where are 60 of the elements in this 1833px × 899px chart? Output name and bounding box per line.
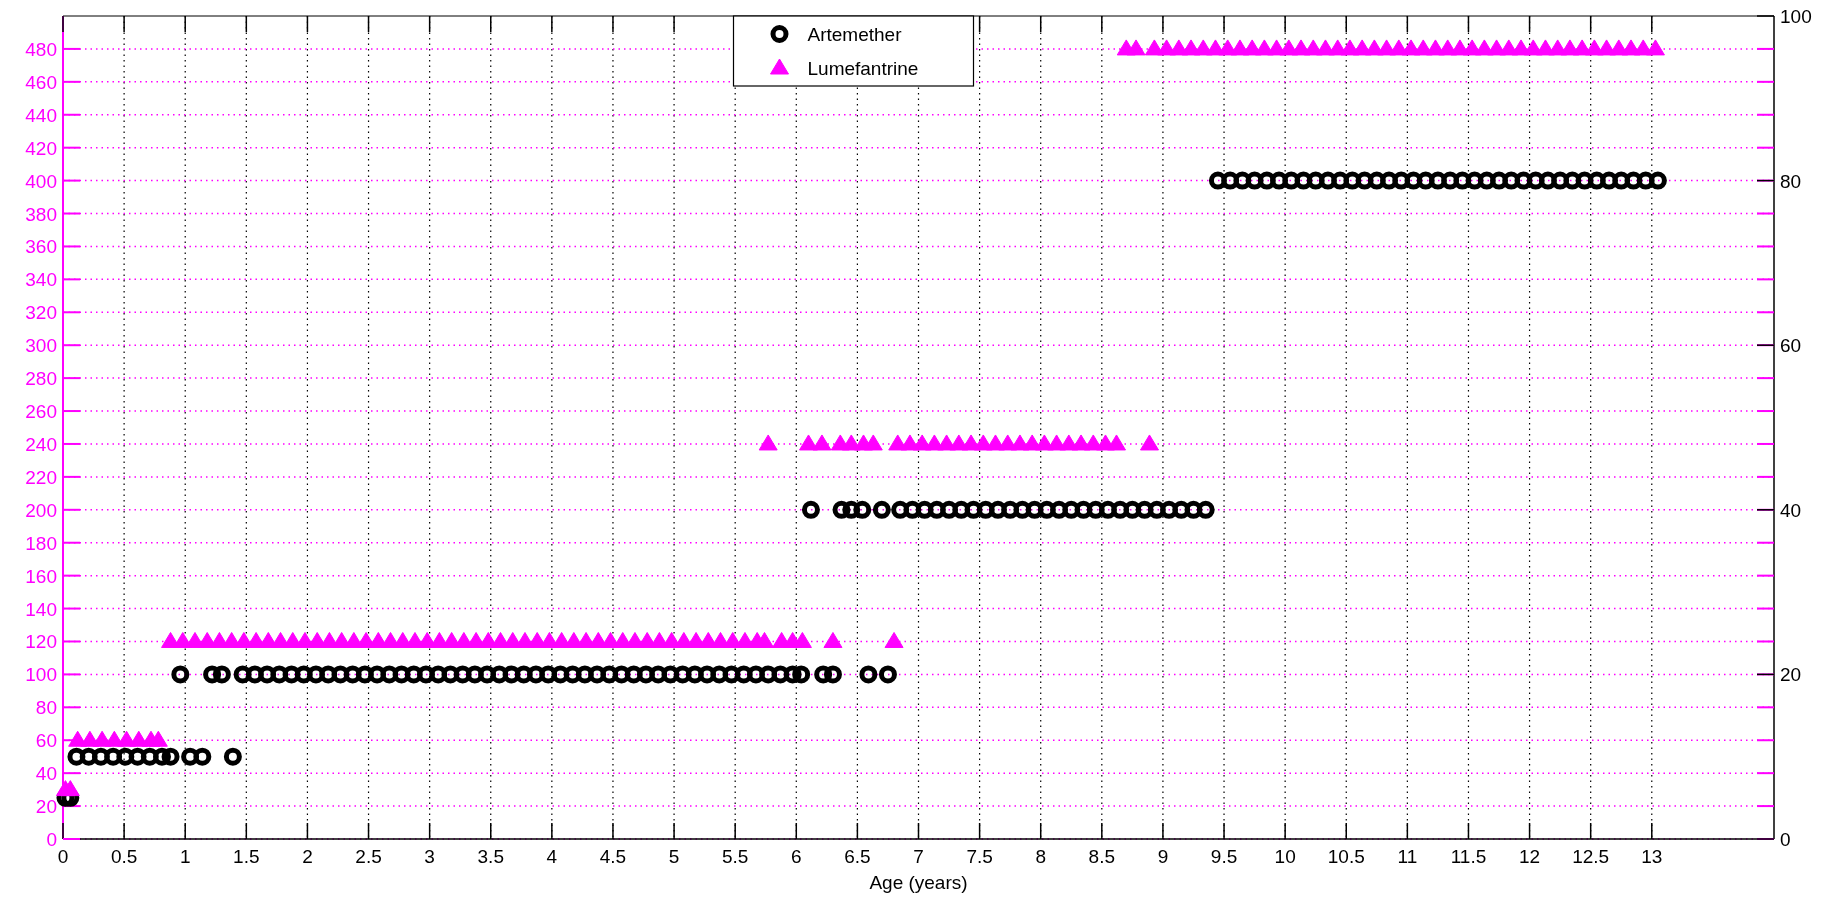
x-tick-label: 11: [1397, 846, 1418, 867]
x-tick-label: 9.5: [1210, 846, 1238, 867]
legend-label: Lumefantrine: [807, 58, 919, 79]
x-tick-label: 10: [1274, 846, 1296, 867]
x-tick-label: 5: [668, 846, 680, 867]
y-tick-label: 120: [25, 631, 57, 653]
x-tick-label: 1: [179, 846, 191, 867]
y-tick-label: 320: [25, 302, 57, 324]
x-tick-label: 3.5: [477, 846, 504, 867]
y-tick-label: 280: [25, 368, 57, 390]
x-tick-label: 2.5: [355, 846, 382, 867]
y-tick-label: 20: [35, 796, 57, 818]
x-tick-label: 11.5: [1450, 846, 1487, 867]
y2-tick-label: 80: [1780, 170, 1802, 192]
x-tick-label: 4: [546, 846, 558, 867]
y2-tick-label: 0: [1780, 829, 1791, 850]
y-tick-label: 100: [25, 664, 57, 686]
y-tick-label: 360: [25, 236, 57, 258]
y2-tick-label: 100: [1780, 6, 1812, 27]
y-tick-label: 440: [25, 104, 57, 126]
y-tick-label: 260: [25, 401, 57, 423]
y-tick-label: 140: [25, 598, 57, 620]
y-tick-label: 60: [35, 730, 57, 752]
x-axis-title: Age (years): [869, 872, 968, 893]
x-tick-label: 4.5: [599, 846, 627, 867]
x-tick-label: 10.5: [1327, 846, 1365, 867]
y-tick-label: 240: [25, 433, 57, 455]
y-tick-label: 380: [25, 203, 57, 225]
x-tick-label: 13: [1641, 846, 1663, 867]
y-tick-label: 340: [25, 269, 57, 291]
x-tick-label: 5.5: [721, 846, 749, 867]
x-tick-label: 12: [1519, 846, 1541, 867]
y2-tick-label: 20: [1780, 664, 1802, 686]
x-tick-label: 8: [1035, 846, 1046, 867]
y-tick-label: 420: [25, 137, 57, 159]
y-tick-label: 80: [35, 697, 57, 719]
y-tick-label: 180: [25, 532, 57, 554]
x-tick-label: 0.5: [110, 846, 138, 867]
legend-label: Artemether: [807, 24, 903, 45]
y-tick-label: 200: [25, 499, 57, 521]
y-tick-label: 400: [25, 170, 57, 192]
x-tick-label: 3: [424, 846, 435, 867]
y-tick-label: 460: [25, 71, 57, 93]
x-tick-label: 2: [302, 846, 313, 867]
y-tick-label: 160: [25, 565, 57, 587]
y-tick-label: 0: [46, 829, 57, 850]
x-tick-label: 7: [913, 846, 924, 867]
y-tick-label: 480: [25, 38, 57, 60]
x-tick-label: 6.5: [844, 846, 871, 867]
x-tick-label: 1.5: [233, 846, 260, 867]
x-tick-label: 7.5: [966, 846, 993, 867]
y-tick-label: 220: [25, 466, 57, 488]
x-tick-label: 6: [791, 846, 802, 867]
x-tick-label: 9: [1157, 846, 1169, 867]
y-tick-label: 40: [35, 763, 57, 785]
x-tick-label: 8.5: [1088, 846, 1116, 867]
y-tick-label: 300: [25, 335, 57, 357]
y2-tick-label: 40: [1780, 499, 1802, 521]
x-tick-label: 12.5: [1572, 846, 1610, 867]
y2-tick-label: 60: [1780, 335, 1802, 357]
